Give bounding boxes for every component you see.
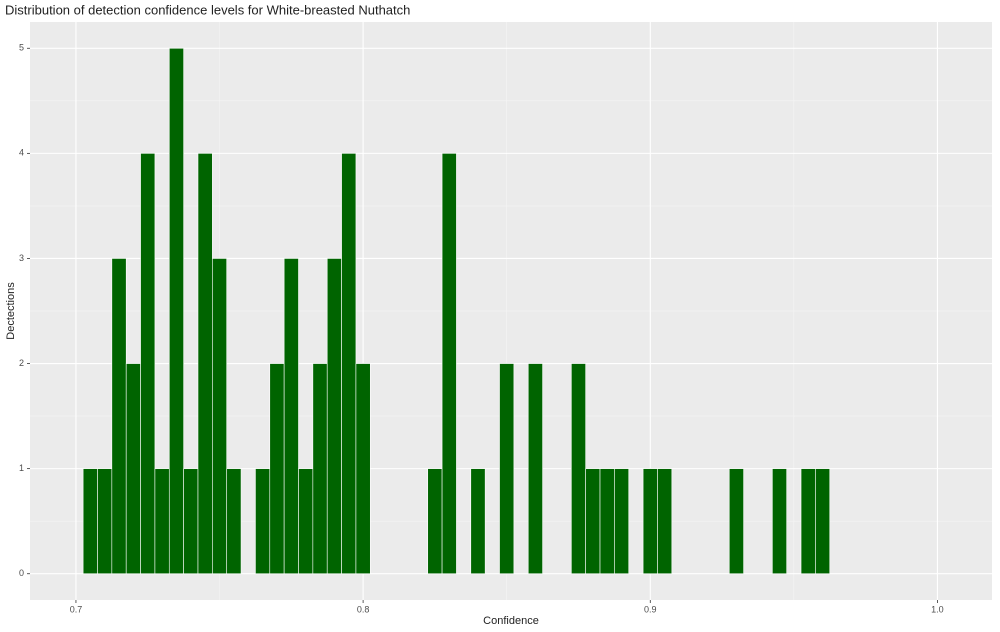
bar bbox=[571, 363, 586, 575]
bar bbox=[97, 468, 113, 575]
x-tick-label: 0.7 bbox=[70, 604, 83, 614]
y-tick-label: 0 bbox=[19, 568, 24, 578]
bar bbox=[168, 47, 184, 575]
bar bbox=[800, 468, 816, 575]
bar bbox=[255, 468, 271, 575]
bar bbox=[815, 468, 831, 575]
x-tick-label: 0.8 bbox=[357, 604, 370, 614]
bar bbox=[642, 468, 658, 575]
x-axis-label: Confidence bbox=[483, 615, 539, 627]
bar bbox=[82, 468, 98, 575]
bar bbox=[341, 153, 357, 575]
bar bbox=[140, 153, 156, 575]
bar bbox=[728, 468, 744, 575]
bar bbox=[427, 468, 443, 575]
bar bbox=[585, 468, 601, 575]
y-tick-label: 4 bbox=[19, 148, 24, 158]
bar bbox=[298, 468, 314, 575]
y-tick-label: 1 bbox=[19, 463, 24, 473]
bar bbox=[212, 258, 228, 575]
bar bbox=[355, 363, 371, 575]
chart-title: Distribution of detection confidence lev… bbox=[5, 2, 410, 17]
bar bbox=[614, 468, 630, 575]
bar bbox=[499, 363, 515, 575]
bar bbox=[197, 153, 213, 575]
x-tick-label: 1.0 bbox=[931, 604, 944, 614]
bar bbox=[772, 468, 787, 575]
y-tick-label: 2 bbox=[19, 358, 24, 368]
bar bbox=[326, 258, 342, 575]
bar bbox=[154, 468, 170, 575]
y-tick-label: 5 bbox=[19, 43, 24, 53]
bar bbox=[312, 363, 328, 575]
y-tick-label: 3 bbox=[19, 253, 24, 263]
bar bbox=[527, 363, 543, 575]
bar bbox=[441, 153, 457, 575]
bar bbox=[283, 258, 299, 575]
bar bbox=[599, 468, 615, 575]
bar bbox=[125, 363, 141, 575]
bar bbox=[269, 363, 285, 575]
bar bbox=[226, 468, 242, 575]
x-tick-label: 0.9 bbox=[644, 604, 657, 614]
y-axis-label: Dectections bbox=[5, 282, 17, 340]
bar bbox=[657, 468, 673, 575]
bar bbox=[183, 468, 199, 575]
bar bbox=[470, 468, 486, 575]
bar bbox=[111, 258, 127, 575]
